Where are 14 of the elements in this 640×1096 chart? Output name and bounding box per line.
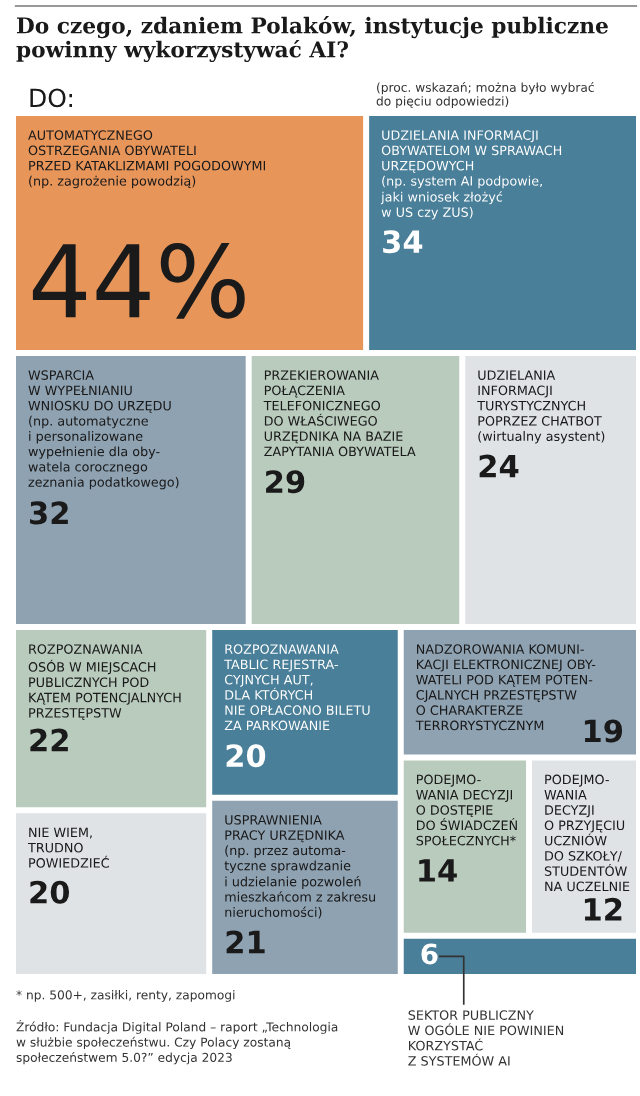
text: Do czego, zdaniem Polaków, instytucje publiczne powinny wykorzystywać AI? xyxy=(16,16,608,63)
data-label: 32 xyxy=(30,501,68,525)
data-label: 12 xyxy=(584,897,622,921)
data-label: 24 xyxy=(479,454,519,478)
data-label: 22 xyxy=(30,728,68,752)
data-label: 44% xyxy=(32,242,245,319)
data-label: 34 xyxy=(383,230,423,254)
data-label: 29 xyxy=(266,470,305,494)
data-label: 14 xyxy=(419,859,457,882)
data-label: 21 xyxy=(226,930,265,954)
data-label: 20 xyxy=(30,880,70,904)
text: DO: xyxy=(30,88,72,108)
data-label: 20 xyxy=(226,744,266,768)
data-label: 6 xyxy=(421,943,438,965)
